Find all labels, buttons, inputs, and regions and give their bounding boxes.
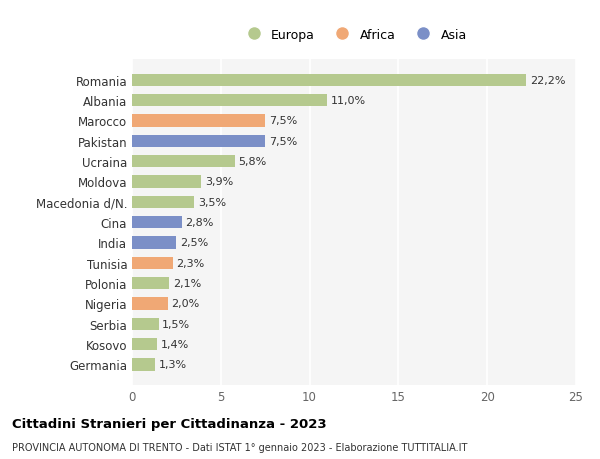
Bar — [132, 358, 155, 371]
Bar — [132, 298, 167, 310]
Text: 1,5%: 1,5% — [162, 319, 190, 329]
Bar — [132, 338, 157, 351]
Bar — [132, 318, 158, 330]
Text: 22,2%: 22,2% — [530, 76, 565, 85]
Text: 2,0%: 2,0% — [171, 299, 199, 309]
Text: 7,5%: 7,5% — [269, 136, 297, 146]
Text: 7,5%: 7,5% — [269, 116, 297, 126]
Bar — [132, 176, 201, 188]
Bar — [132, 115, 265, 127]
Text: Cittadini Stranieri per Cittadinanza - 2023: Cittadini Stranieri per Cittadinanza - 2… — [12, 417, 326, 430]
Bar — [132, 156, 235, 168]
Bar — [132, 237, 176, 249]
Bar — [132, 277, 169, 290]
Text: 2,1%: 2,1% — [173, 279, 201, 288]
Text: PROVINCIA AUTONOMA DI TRENTO - Dati ISTAT 1° gennaio 2023 - Elaborazione TUTTITA: PROVINCIA AUTONOMA DI TRENTO - Dati ISTA… — [12, 442, 467, 452]
Bar — [132, 135, 265, 147]
Bar — [132, 257, 173, 269]
Legend: Europa, Africa, Asia: Europa, Africa, Asia — [236, 23, 472, 46]
Text: 1,4%: 1,4% — [160, 339, 188, 349]
Bar — [132, 95, 328, 107]
Text: 3,5%: 3,5% — [198, 197, 226, 207]
Bar — [132, 217, 182, 229]
Text: 3,9%: 3,9% — [205, 177, 233, 187]
Text: 1,3%: 1,3% — [158, 360, 187, 369]
Bar — [132, 196, 194, 208]
Bar — [132, 74, 526, 87]
Text: 2,8%: 2,8% — [185, 218, 214, 228]
Text: 2,3%: 2,3% — [176, 258, 205, 268]
Text: 11,0%: 11,0% — [331, 96, 366, 106]
Text: 5,8%: 5,8% — [239, 157, 267, 167]
Text: 2,5%: 2,5% — [180, 238, 208, 248]
